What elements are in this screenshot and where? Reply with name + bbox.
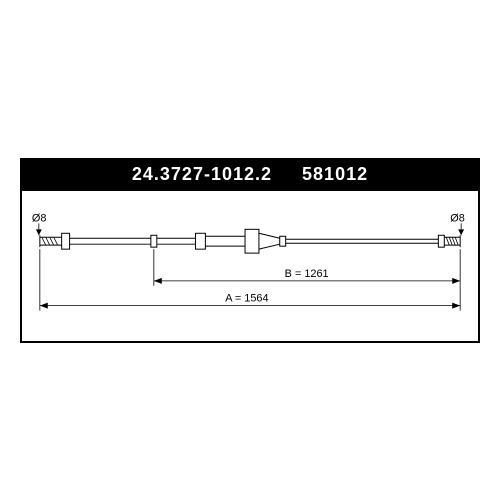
cable-section: [286, 239, 439, 243]
technical-drawing: Ø8 Ø8 B = 1261: [22, 191, 478, 341]
header-bar: 24.3727-1012.2 581012: [20, 158, 480, 191]
left-fitting: [40, 233, 151, 249]
dimension-a: A = 1564: [40, 249, 460, 310]
center-body: [195, 229, 285, 253]
dim-b-label: B = 1261: [285, 267, 329, 279]
left-mid-fitting: [151, 235, 196, 247]
left-diameter-label: Ø8: [32, 212, 47, 224]
part-code: 581012: [302, 164, 368, 184]
right-diameter-label: Ø8: [450, 212, 465, 224]
part-number: 24.3727-1012.2: [132, 164, 272, 184]
dim-a-label: A = 1564: [225, 292, 268, 304]
dimension-b: B = 1261: [154, 249, 460, 286]
diagram-area: Ø8 Ø8 B = 1261: [20, 191, 480, 343]
right-fitting: [438, 235, 460, 247]
drawing-container: 24.3727-1012.2 581012: [20, 158, 480, 343]
